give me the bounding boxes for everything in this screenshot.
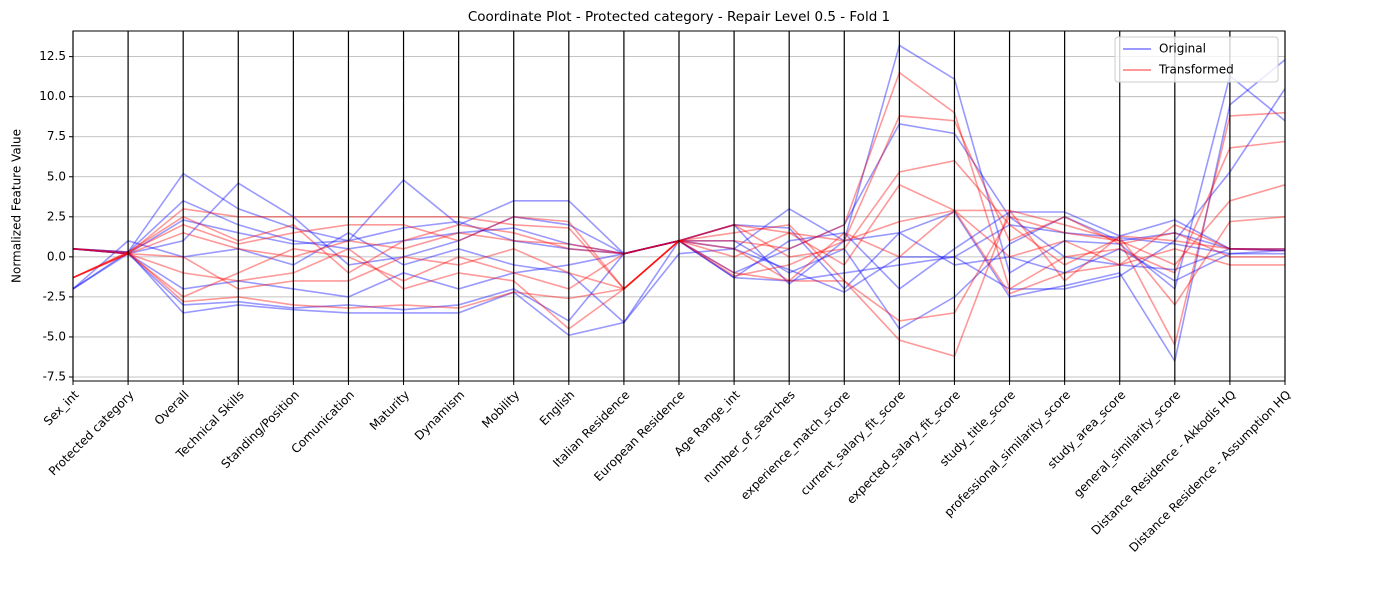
x-tick-label: European Residence [591, 388, 687, 484]
x-tick-label: Dynamism [412, 388, 467, 443]
y-tick-label: -2.5 [43, 289, 66, 303]
x-tick-label: Mobility [479, 388, 522, 431]
x-tick-label: English [537, 388, 578, 429]
y-tick-label: -7.5 [43, 369, 66, 383]
x-tick-label: Maturity [367, 388, 412, 433]
legend-label: Original [1159, 42, 1206, 56]
x-tick-label: Sex_int [41, 387, 82, 428]
y-tick-label: 0.0 [47, 249, 66, 263]
y-tick-label: 5.0 [47, 169, 66, 183]
y-tick-label: 10.0 [39, 89, 66, 103]
x-tick-label: current_salary_fit_score [798, 388, 908, 498]
y-tick-label: -5.0 [43, 329, 66, 343]
y-tick-label: 2.5 [47, 209, 66, 223]
x-tick-label: number_of_searches [700, 388, 798, 486]
y-tick-label: 12.5 [39, 49, 66, 63]
x-tick-label: general_similarity_score [1071, 388, 1184, 501]
x-tick-label: Overall [152, 388, 192, 428]
x-tick-label: expected_salary_fit_score [844, 388, 963, 507]
legend-label: Transformed [1158, 63, 1234, 77]
chart-title: Coordinate Plot - Protected category - R… [468, 9, 890, 25]
y-axis-label: Normalized Feature Value [10, 129, 24, 283]
legend-box [1114, 36, 1279, 83]
x-tick-label: experience_match_score [738, 388, 853, 503]
plot-frame [72, 30, 1286, 382]
y-tick-label: 7.5 [47, 129, 66, 143]
